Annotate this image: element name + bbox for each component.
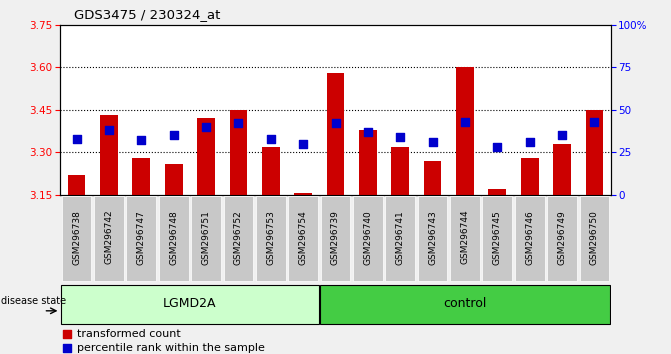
Text: GSM296748: GSM296748 — [169, 210, 178, 264]
Text: GSM296742: GSM296742 — [105, 210, 113, 264]
Point — [266, 136, 276, 142]
Bar — [385, 196, 415, 281]
Point — [168, 132, 179, 138]
Point — [492, 144, 503, 150]
Text: GSM296743: GSM296743 — [428, 210, 437, 264]
Point — [103, 127, 114, 133]
Text: GSM296750: GSM296750 — [590, 210, 599, 265]
Bar — [521, 158, 539, 195]
Text: GSM296753: GSM296753 — [266, 210, 275, 265]
Text: GSM296741: GSM296741 — [396, 210, 405, 264]
Text: GSM296747: GSM296747 — [137, 210, 146, 264]
Text: GDS3475 / 230324_at: GDS3475 / 230324_at — [74, 8, 220, 21]
Bar — [580, 196, 609, 281]
Point — [362, 129, 373, 135]
Point — [201, 124, 211, 130]
Bar — [294, 193, 312, 195]
Bar — [100, 115, 118, 195]
Point — [136, 137, 147, 143]
Bar — [391, 147, 409, 195]
Bar — [553, 144, 571, 195]
Text: GSM296744: GSM296744 — [460, 210, 470, 264]
Point — [330, 120, 341, 126]
Point — [298, 141, 309, 147]
Text: percentile rank within the sample: percentile rank within the sample — [77, 343, 265, 353]
Text: GSM296738: GSM296738 — [72, 210, 81, 265]
Bar — [320, 285, 610, 324]
Text: GSM296746: GSM296746 — [525, 210, 534, 264]
Bar — [126, 196, 156, 281]
Text: GSM296739: GSM296739 — [331, 210, 340, 265]
Bar — [418, 196, 448, 281]
Bar — [515, 196, 545, 281]
Text: transformed count: transformed count — [77, 329, 180, 339]
Text: LGMD2A: LGMD2A — [163, 297, 217, 310]
Point — [71, 136, 82, 142]
Bar — [423, 161, 442, 195]
Bar — [450, 196, 480, 281]
Point — [524, 139, 535, 145]
Bar — [359, 130, 377, 195]
Bar — [61, 285, 319, 324]
Point — [233, 120, 244, 126]
Text: disease state: disease state — [1, 296, 66, 306]
Bar — [68, 175, 85, 195]
Point — [589, 119, 600, 125]
Bar — [191, 196, 221, 281]
Point — [460, 119, 470, 125]
Point — [395, 134, 405, 140]
Bar — [547, 196, 577, 281]
Bar — [262, 147, 280, 195]
Text: GSM296740: GSM296740 — [364, 210, 372, 264]
Bar — [62, 196, 91, 281]
Bar — [289, 196, 318, 281]
Text: control: control — [444, 297, 486, 310]
Point — [557, 132, 568, 138]
Bar — [223, 196, 253, 281]
Text: GSM296754: GSM296754 — [299, 210, 307, 264]
Point — [427, 139, 438, 145]
Bar — [488, 189, 506, 195]
Bar — [159, 196, 189, 281]
Bar — [456, 67, 474, 195]
Bar — [256, 196, 286, 281]
Bar — [321, 196, 350, 281]
Bar — [132, 158, 150, 195]
Point — [62, 331, 72, 336]
Text: GSM296745: GSM296745 — [493, 210, 502, 264]
Bar — [327, 73, 344, 195]
Bar — [197, 118, 215, 195]
Bar — [94, 196, 124, 281]
Bar — [353, 196, 382, 281]
Text: GSM296752: GSM296752 — [234, 210, 243, 264]
Bar — [165, 164, 183, 195]
Bar — [229, 110, 248, 195]
Text: GSM296751: GSM296751 — [201, 210, 211, 265]
Bar — [482, 196, 512, 281]
Point — [62, 345, 72, 350]
Bar — [586, 110, 603, 195]
Text: GSM296749: GSM296749 — [558, 210, 566, 264]
